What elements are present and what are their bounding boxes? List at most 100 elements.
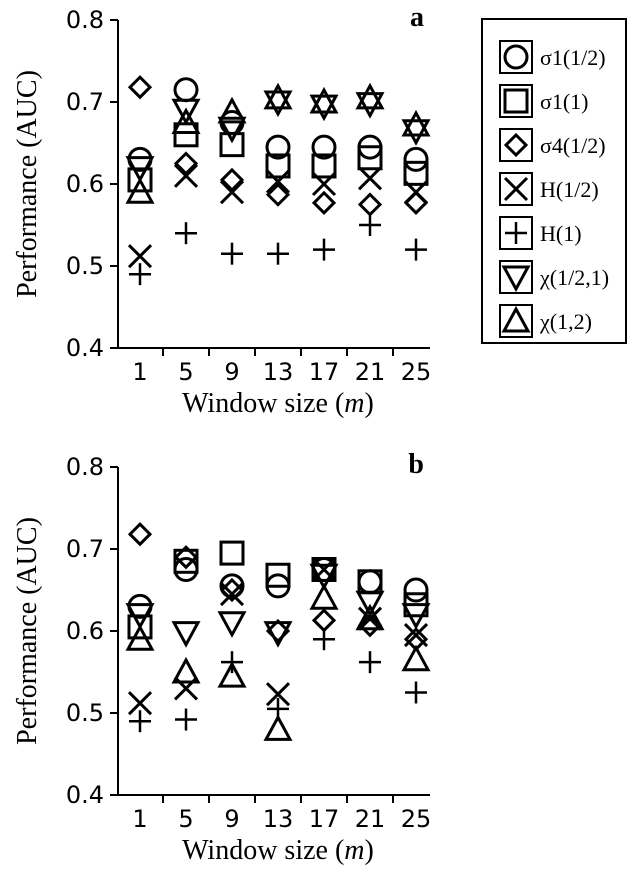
- data-point: [403, 623, 429, 648]
- series-6: [125, 82, 431, 204]
- data-point: [357, 192, 383, 217]
- y-tick-label: 0.8: [66, 453, 104, 481]
- x-tick-label: 5: [178, 358, 193, 386]
- legend-marker: [503, 44, 529, 70]
- data-point: [311, 608, 337, 633]
- data-point: [173, 163, 199, 188]
- data-point: [127, 167, 153, 193]
- legend-label: σ1(1): [540, 89, 589, 114]
- y-tick-label: 0.6: [66, 617, 104, 645]
- legend-marker: [501, 265, 531, 293]
- data-point: [357, 569, 383, 595]
- x-tick-label: 17: [309, 805, 340, 833]
- data-point: [357, 166, 383, 191]
- data-point: [405, 238, 427, 261]
- data-point: [265, 134, 291, 160]
- legend: σ1(1/2) σ1(1) σ4(1/2) H(1/2) H(1) χ(1/2,1) χ(1…: [481, 18, 627, 344]
- data-point: [125, 603, 155, 630]
- y-tick-label: 0.7: [66, 535, 104, 563]
- panel-label: a: [410, 2, 424, 33]
- data-point: [265, 182, 291, 207]
- data-point: [125, 156, 155, 183]
- data-point: [219, 573, 245, 599]
- data-point: [403, 146, 429, 172]
- data-point: [403, 180, 429, 205]
- data-point: [309, 86, 339, 114]
- x-tick-label: 1: [132, 358, 147, 386]
- legend-box: [481, 18, 627, 344]
- x-tick-label: 13: [263, 358, 294, 386]
- y-tick-label: 0.5: [66, 699, 104, 727]
- data-point: [357, 606, 383, 631]
- data-point: [359, 651, 381, 674]
- y-axis-label: Performance (AUC): [12, 70, 43, 298]
- legend-label: χ(1/2,1): [539, 265, 609, 290]
- data-point: [265, 153, 291, 179]
- x-tick-label: 21: [355, 358, 386, 386]
- x-axis-label: Window size (m): [182, 388, 374, 419]
- data-point: [217, 96, 247, 124]
- data-point: [355, 92, 385, 119]
- legend-marker: [503, 132, 529, 158]
- legend-marker: [501, 305, 531, 333]
- data-point: [221, 242, 243, 265]
- data-point: [355, 82, 385, 110]
- data-point: [359, 214, 381, 236]
- data-point: [265, 169, 291, 194]
- data-point: [219, 167, 245, 193]
- panel-b: 0.4 0.5 0.6 0.7 0.8 1 5 9 13 17 21 25 b Window size (…: [12, 449, 431, 866]
- data-point: [127, 614, 153, 640]
- panel-a: 0.4 0.5 0.6 0.7 0.8 1 5 9 13 17 21 25 a Window size (…: [12, 2, 431, 419]
- y-tick-label: 0.4: [66, 781, 104, 809]
- data-point: [217, 611, 247, 638]
- data-point: [265, 562, 291, 588]
- data-point: [127, 691, 153, 716]
- panel-label: b: [408, 449, 424, 480]
- legend-swatch-box: [499, 40, 533, 74]
- data-point: [401, 644, 431, 672]
- x-tick-label: 17: [309, 358, 340, 386]
- data-point: [171, 98, 201, 126]
- legend-swatch-box: [499, 216, 533, 250]
- x-axis-label: Window size (m): [182, 835, 374, 866]
- data-point: [171, 621, 201, 648]
- y-tick-label: 0.6: [66, 170, 104, 198]
- data-point: [311, 153, 337, 179]
- x-tick-label: 13: [263, 805, 294, 833]
- data-point: [355, 590, 385, 618]
- x-tick-label: 9: [224, 358, 239, 386]
- y-tick-label: 0.4: [66, 334, 104, 362]
- data-point: [127, 244, 153, 269]
- data-point: [219, 180, 245, 205]
- legend-swatch-box: [499, 304, 533, 338]
- data-point: [401, 119, 431, 146]
- data-point: [217, 116, 247, 144]
- data-point: [125, 624, 155, 651]
- data-point: [311, 134, 337, 160]
- x-tick-label: 25: [401, 805, 432, 833]
- data-point: [129, 263, 151, 286]
- data-point: [219, 132, 245, 158]
- data-point: [403, 160, 429, 186]
- series-3: [127, 163, 429, 269]
- data-point: [263, 621, 293, 648]
- x-tick-label: 5: [178, 805, 193, 833]
- data-point: [175, 708, 197, 731]
- data-point: [171, 107, 201, 134]
- data-point: [217, 660, 247, 688]
- data-point: [313, 628, 335, 651]
- data-point: [311, 557, 337, 582]
- legend-marker: [505, 222, 527, 244]
- data-point: [309, 563, 339, 591]
- x-tick-label: 21: [355, 805, 386, 833]
- legend-label: σ4(1/2): [540, 133, 606, 158]
- legend-label: σ1(1/2): [540, 45, 606, 70]
- data-point: [311, 190, 337, 215]
- y-tick-label: 0.8: [66, 6, 104, 34]
- data-point: [401, 109, 431, 137]
- legend-label: χ(1,2): [539, 309, 592, 334]
- data-point: [357, 145, 383, 171]
- data-point: [309, 94, 339, 122]
- data-point: [127, 75, 153, 100]
